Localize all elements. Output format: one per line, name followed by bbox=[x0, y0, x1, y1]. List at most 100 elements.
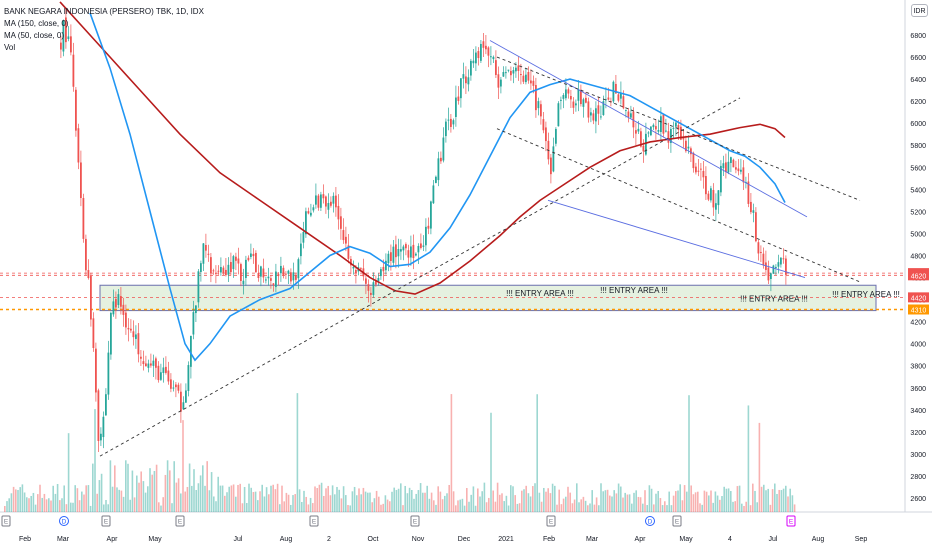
candle-body bbox=[515, 67, 517, 72]
candle-body bbox=[250, 253, 252, 257]
candle-body bbox=[247, 257, 250, 261]
x-tick-label: May bbox=[679, 536, 693, 543]
candle-body bbox=[367, 284, 370, 291]
volume-bar bbox=[444, 495, 446, 512]
volume-bar bbox=[4, 505, 6, 512]
earnings-marker[interactable] bbox=[309, 515, 319, 527]
volume-bar bbox=[714, 491, 717, 512]
volume-bar bbox=[426, 485, 428, 512]
volume-bar bbox=[490, 412, 492, 512]
candle-body bbox=[380, 269, 382, 277]
volume-bar bbox=[523, 489, 525, 512]
volume-bar bbox=[347, 505, 349, 512]
volume-bar bbox=[694, 492, 697, 512]
candle-body bbox=[577, 88, 580, 101]
candle-body bbox=[682, 136, 685, 140]
volume-bar bbox=[483, 482, 486, 512]
x-tick-label: Feb bbox=[19, 536, 31, 543]
candle-body bbox=[705, 176, 707, 195]
candle-body bbox=[405, 244, 407, 249]
candle-body bbox=[455, 97, 457, 118]
candle-body bbox=[107, 352, 110, 395]
candle-body bbox=[720, 165, 722, 193]
volume-bar bbox=[433, 500, 435, 512]
trend-line[interactable] bbox=[99, 97, 741, 457]
volume-bar bbox=[611, 496, 613, 512]
candle-body bbox=[190, 335, 192, 367]
candle-body bbox=[700, 168, 702, 170]
volume-bar bbox=[602, 491, 604, 512]
volume-bar bbox=[551, 483, 554, 512]
volume-bar bbox=[461, 498, 464, 512]
candle-body bbox=[352, 266, 355, 269]
candle-body bbox=[752, 210, 755, 213]
dividend-marker[interactable] bbox=[59, 516, 69, 526]
ma50-line[interactable] bbox=[89, 12, 786, 362]
volume-bar bbox=[655, 493, 657, 512]
trend-line[interactable] bbox=[547, 199, 806, 278]
volume-bar bbox=[136, 475, 138, 512]
volume-bar bbox=[32, 492, 35, 512]
volume-bar bbox=[690, 485, 692, 512]
marker-label: D bbox=[62, 519, 67, 526]
volume-bar bbox=[160, 505, 162, 512]
candle-body bbox=[155, 358, 157, 368]
dividend-marker[interactable] bbox=[645, 516, 655, 526]
earnings-marker[interactable] bbox=[546, 515, 556, 527]
volume-bar bbox=[41, 497, 43, 512]
candle-body bbox=[150, 363, 152, 366]
volume-bar bbox=[96, 493, 98, 512]
volume-bar bbox=[406, 493, 409, 512]
volume-bar bbox=[127, 463, 129, 512]
volume-bar bbox=[334, 494, 336, 512]
volume-bar bbox=[470, 494, 472, 512]
candle-body bbox=[90, 276, 92, 320]
candle-body bbox=[562, 95, 565, 99]
volume-bar bbox=[171, 503, 173, 512]
y-tick-label: 3400 bbox=[910, 408, 926, 415]
candle-body bbox=[260, 266, 262, 277]
y-tick-label: 5800 bbox=[910, 143, 926, 150]
candle-body bbox=[365, 278, 367, 284]
volume-bar bbox=[600, 483, 602, 512]
candle-body bbox=[187, 365, 190, 391]
entry-area-label: !!! ENTRY AREA !!! bbox=[740, 294, 808, 303]
candle-body bbox=[207, 253, 210, 255]
candle-body bbox=[642, 145, 645, 152]
trend-line[interactable] bbox=[496, 128, 861, 283]
candle-body bbox=[737, 168, 740, 172]
currency-label[interactable]: IDR bbox=[911, 4, 928, 17]
candle-body bbox=[417, 245, 420, 253]
volume-bar bbox=[404, 485, 406, 512]
earnings-marker[interactable] bbox=[175, 515, 185, 527]
candle-body bbox=[497, 74, 500, 88]
candle-body bbox=[665, 130, 667, 132]
candle-body bbox=[312, 207, 315, 211]
volume-bar bbox=[78, 500, 81, 512]
entry-area-label: !!! ENTRY AREA !!! bbox=[600, 286, 668, 295]
volume-bar bbox=[650, 488, 653, 512]
earnings-marker[interactable] bbox=[672, 515, 682, 527]
candle-body bbox=[170, 379, 172, 389]
volume-bar bbox=[710, 490, 712, 512]
candle-body bbox=[225, 269, 227, 276]
volume-bar bbox=[153, 470, 156, 512]
candle-body bbox=[500, 79, 502, 87]
candle-body bbox=[302, 231, 305, 243]
trend-line[interactable] bbox=[496, 56, 861, 201]
volume-bar bbox=[230, 485, 233, 512]
ma150-line[interactable] bbox=[59, 1, 786, 295]
candle-body bbox=[512, 70, 515, 74]
candle-body bbox=[390, 252, 392, 261]
volume-bar bbox=[565, 496, 567, 512]
earnings-marker[interactable] bbox=[410, 515, 420, 527]
volume-bar bbox=[463, 505, 466, 512]
earnings-marker[interactable] bbox=[101, 515, 111, 527]
y-tick-label: 3200 bbox=[910, 430, 926, 437]
earnings-marker[interactable] bbox=[786, 515, 796, 527]
earnings-marker[interactable] bbox=[1, 515, 11, 527]
trend-line[interactable] bbox=[489, 40, 808, 218]
entry-zone[interactable] bbox=[99, 284, 877, 312]
